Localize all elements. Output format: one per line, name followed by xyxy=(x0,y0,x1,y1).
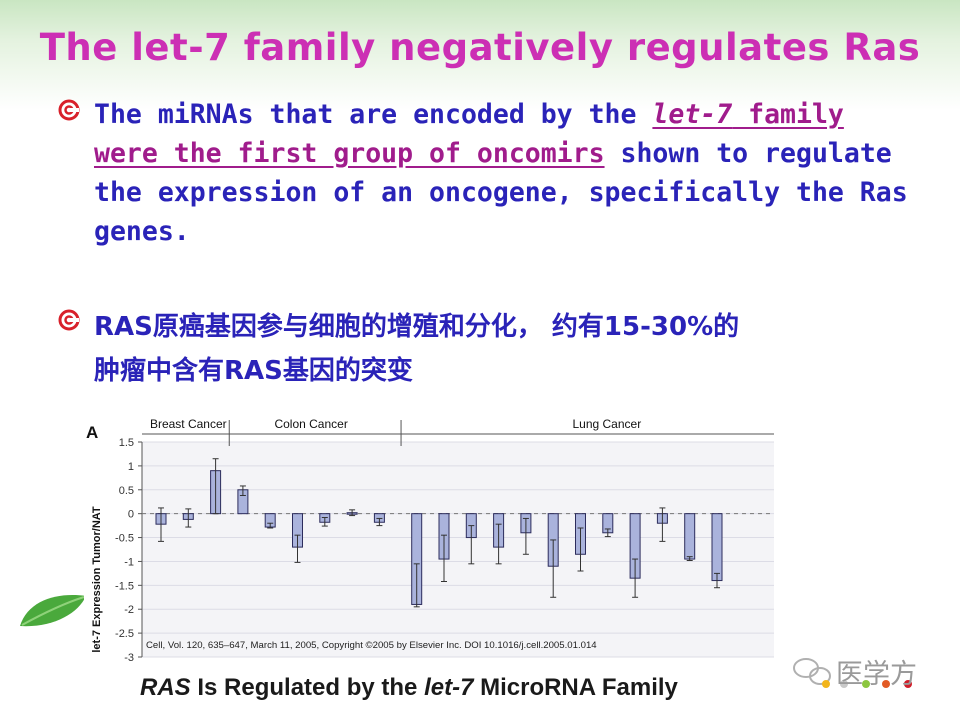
y-tick-label: -2.5 xyxy=(115,628,134,640)
group-label: Colon Cancer xyxy=(274,417,347,431)
y-tick-label: -3 xyxy=(124,652,134,664)
watermark-text: 医学方 xyxy=(836,659,917,690)
bullet-1-part1: The miRNAs that are encoded by the xyxy=(94,99,653,130)
plot-area xyxy=(142,442,774,657)
y-tick-label: -1.5 xyxy=(115,580,134,592)
bullet-1-text: The miRNAs that are encoded by the let-7… xyxy=(94,95,914,251)
y-tick-label: -0.5 xyxy=(115,533,134,545)
bullet-1-part5: shown to regulate the expression of an o… xyxy=(94,138,908,247)
watermark-logo-icon xyxy=(793,658,912,688)
slide-title: The let-7 family negatively regulates Ra… xyxy=(39,26,921,69)
oncomirs-underlined: were the first group of oncomirs xyxy=(94,138,605,169)
y-tick-label: -2 xyxy=(124,604,134,616)
bullet-2-line1: RAS原癌基因参与细胞的增殖和分化， 约有15-30%的 xyxy=(94,312,740,342)
spiral-bullet-icon xyxy=(58,99,80,121)
y-tick-label: 0 xyxy=(128,509,134,521)
panel-label: A xyxy=(86,423,98,442)
caption-ras: RAS xyxy=(140,674,191,701)
leaf-icon xyxy=(20,595,86,627)
y-tick-label: 1.5 xyxy=(119,437,134,449)
bullet-2: RAS原癌基因参与细胞的增殖和分化， 约有15-30%的 肿瘤中含有RAS基因的突… xyxy=(58,305,908,395)
bullet-1: The miRNAs that are encoded by the let-7… xyxy=(58,95,908,255)
y-tick-label: -1 xyxy=(124,556,134,568)
caption-let7: let-7 xyxy=(424,674,474,701)
caption-rest: Is Regulated by the xyxy=(190,674,425,701)
group-label: Breast Cancer xyxy=(150,417,227,431)
caption-rest2: MicroRNA Family xyxy=(473,674,678,701)
bullet-2-line2: 肿瘤中含有RAS基因的突变 xyxy=(94,356,413,386)
y-tick-label: 0.5 xyxy=(119,485,134,497)
figure-caption: RAS Is Regulated by the let-7 MicroRNA F… xyxy=(140,674,800,702)
family-underlined: family xyxy=(732,99,844,130)
y-tick-label: 1 xyxy=(128,461,134,473)
group-label: Lung Cancer xyxy=(572,417,641,431)
citation-text: Cell, Vol. 120, 635–647, March 11, 2005,… xyxy=(146,640,597,651)
spiral-bullet-icon xyxy=(58,309,80,331)
y-axis-label: let-7 Expression Tumor/NAT xyxy=(91,506,103,653)
bullet-2-text: RAS原癌基因参与细胞的增殖和分化， 约有15-30%的 肿瘤中含有RAS基因的突… xyxy=(94,305,914,393)
bar xyxy=(711,513,723,582)
let7-italic: let-7 xyxy=(652,99,733,130)
bar xyxy=(684,513,696,560)
